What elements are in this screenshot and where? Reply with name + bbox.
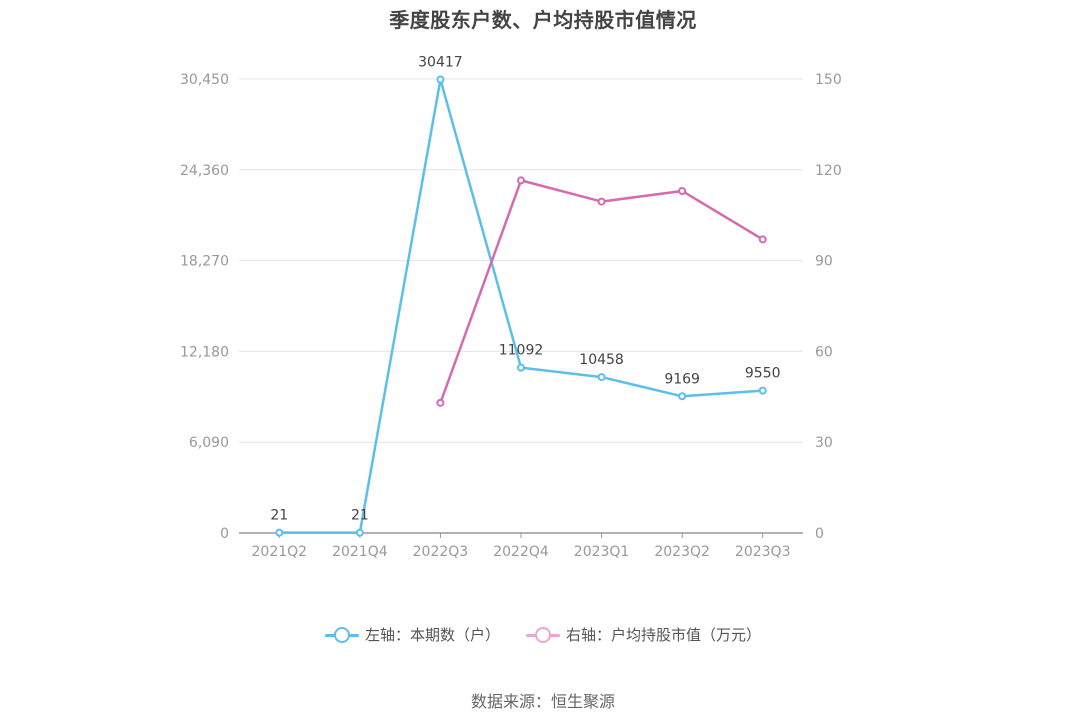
- y-left-tick-label: 12,180: [180, 344, 229, 360]
- legend-label-left: 左轴：本期数（户）: [364, 626, 500, 644]
- data-label: 21: [351, 508, 369, 524]
- data-point-left: [758, 386, 767, 395]
- x-axis-ticks: 2021Q2 2021Q4 2022Q3 2022Q4 2023Q1 2023Q2 2023…: [252, 533, 791, 560]
- legend-label-right: 右轴：户均持股市值（万元）: [566, 626, 762, 644]
- legend-item-right-series[interactable]: 右轴：户均持股市值（万元）: [526, 624, 761, 645]
- y-left-tick-label: 0: [220, 526, 229, 542]
- data-label: 21: [270, 508, 288, 524]
- series-line-left: [279, 78, 763, 534]
- x-tick-label: 2021Q2: [252, 544, 308, 560]
- legend-marker-right-icon: [526, 626, 560, 643]
- data-point-left: [436, 75, 445, 84]
- data-point-right: [517, 176, 525, 185]
- data-label: 9169: [664, 371, 700, 387]
- data-point-right: [678, 186, 687, 195]
- series-lines: [279, 78, 764, 534]
- y-right-tick-label: 90: [815, 254, 833, 270]
- data-point-left: [517, 363, 525, 372]
- y-right-tick-label: 60: [815, 344, 833, 360]
- legend-marker-left-icon: [324, 626, 359, 643]
- data-label: 9550: [745, 366, 781, 382]
- data-source: 数据来源：恒生聚源: [470, 692, 615, 711]
- data-point-right: [436, 398, 445, 407]
- y-right-tick-label: 0: [815, 526, 824, 542]
- y-left-tick-label: 30,450: [180, 72, 229, 88]
- y-left-tick-label: 6,090: [189, 435, 229, 451]
- x-tick-label: 2022Q3: [413, 544, 469, 560]
- x-tick-label: 2022Q4: [493, 544, 549, 560]
- grid-lines: [239, 78, 803, 534]
- left-axis-ticks: 0 6,090 12,180 18,270 24,360 30,450: [180, 72, 229, 542]
- chart-title: 季度股东户数、户均持股市值情况: [389, 8, 697, 32]
- x-tick-label: 2023Q2: [654, 544, 710, 560]
- x-tick-label: 2023Q1: [574, 544, 630, 560]
- data-point-right: [758, 235, 767, 244]
- y-left-tick-label: 24,360: [180, 163, 229, 179]
- legend-item-left-series[interactable]: 左轴：本期数（户）: [324, 624, 500, 645]
- data-label: 10458: [579, 352, 624, 368]
- data-point-left: [678, 392, 687, 401]
- data-label: 11092: [499, 343, 544, 359]
- y-right-tick-label: 150: [815, 72, 842, 88]
- line-chart: 0 6,090 12,180 18,270 24,360 30,450 0 30 60 90 12…: [180, 54, 842, 560]
- data-labels: 21 21 30417 11092 10458 9169 9550: [270, 54, 780, 523]
- y-right-tick-label: 30: [815, 435, 833, 451]
- x-tick-label: 2023Q3: [735, 544, 791, 560]
- series-points: [275, 75, 767, 537]
- data-label: 30417: [418, 54, 463, 70]
- right-axis-ticks: 0 30 60 90 120 150: [815, 72, 842, 542]
- data-point-left: [355, 528, 364, 537]
- data-point-left: [597, 373, 606, 382]
- data-point-right: [597, 197, 606, 206]
- legend: 左轴：本期数（户） 右轴：户均持股市值（万元）: [0, 624, 1086, 645]
- series-line-right: [439, 179, 764, 404]
- data-point-left: [275, 528, 284, 537]
- y-right-tick-label: 120: [815, 163, 842, 179]
- y-left-tick-label: 18,270: [180, 254, 229, 270]
- x-tick-label: 2021Q4: [332, 544, 388, 560]
